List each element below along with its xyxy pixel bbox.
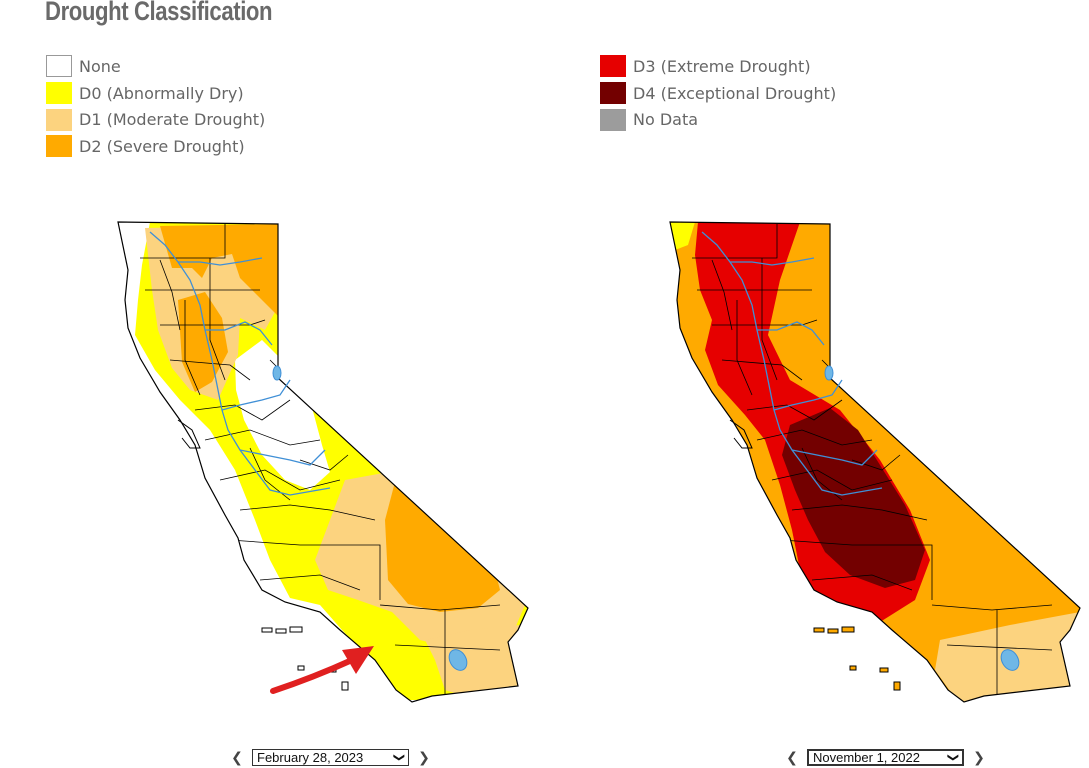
legend-item-no-data: No Data bbox=[600, 106, 836, 133]
chevron-down-icon: ❯ bbox=[392, 752, 405, 763]
d2-zone-sacramento bbox=[178, 292, 228, 392]
d1-zone-east bbox=[425, 625, 520, 698]
d2-swatch bbox=[46, 135, 72, 158]
chevron-right-icon[interactable]: ❯ bbox=[418, 749, 430, 766]
bay-outline bbox=[177, 419, 201, 449]
state-border bbox=[669, 221, 1081, 703]
d0-zone-north bbox=[670, 222, 695, 250]
date-control-left: ❮ February 28, 2023 ❯ ❯ bbox=[230, 749, 431, 766]
legend-label: D0 (Abnormally Dry) bbox=[79, 83, 244, 103]
legend-left: None D0 (Abnormally Dry) D1 (Moderate Dr… bbox=[46, 53, 265, 160]
drought-map-feb-2023 bbox=[117, 221, 529, 703]
date-select-left[interactable]: February 28, 2023 ❯ bbox=[252, 749, 409, 766]
date-control-right: ❮ November 1, 2022 ❯ ❯ bbox=[785, 749, 986, 766]
none-swatch bbox=[46, 55, 72, 78]
legend-label: D3 (Extreme Drought) bbox=[633, 56, 811, 76]
legend-right: D3 (Extreme Drought) D4 (Exceptional Dro… bbox=[600, 53, 836, 133]
page-title: Drought Classification bbox=[45, 0, 273, 26]
rivers bbox=[149, 231, 331, 496]
red-arrow-head bbox=[342, 646, 374, 674]
legend-label: D1 (Moderate Drought) bbox=[79, 110, 266, 130]
county-lines bbox=[140, 224, 501, 698]
d2-zone-north bbox=[160, 224, 280, 318]
no-data-swatch bbox=[600, 108, 626, 131]
lake-tahoe bbox=[824, 365, 834, 381]
d4-zone bbox=[782, 408, 925, 588]
d4-swatch bbox=[600, 82, 626, 105]
rivers bbox=[701, 231, 883, 496]
legend-item-d1: D1 (Moderate Drought) bbox=[46, 106, 265, 133]
legend-item-none: None bbox=[46, 53, 265, 80]
salton-sea bbox=[448, 649, 468, 671]
lake-tahoe bbox=[272, 365, 282, 381]
red-arrow-icon bbox=[270, 657, 355, 694]
legend-item-d3: D3 (Extreme Drought) bbox=[600, 53, 836, 80]
none-zone-north bbox=[118, 222, 150, 330]
chevron-down-icon: ❯ bbox=[946, 752, 959, 763]
d3-swatch bbox=[600, 55, 626, 78]
chevron-right-icon[interactable]: ❯ bbox=[973, 749, 985, 766]
state-border bbox=[117, 221, 529, 703]
date-select-value: February 28, 2023 bbox=[257, 750, 364, 765]
drought-map-nov-2022 bbox=[669, 221, 1081, 703]
county-lines bbox=[692, 224, 1053, 698]
date-select-right[interactable]: November 1, 2022 ❯ bbox=[807, 749, 964, 766]
none-zone-coast bbox=[196, 470, 355, 648]
legend-label: None bbox=[79, 56, 121, 76]
salton-sea bbox=[1000, 649, 1020, 671]
none-zone-central bbox=[235, 340, 330, 490]
chevron-left-icon[interactable]: ❮ bbox=[231, 749, 243, 766]
channel-islands bbox=[813, 626, 901, 691]
date-select-value: November 1, 2022 bbox=[813, 750, 920, 765]
d1-swatch bbox=[46, 108, 72, 131]
bay-outline bbox=[729, 419, 753, 449]
legend-label: No Data bbox=[633, 110, 699, 130]
legend-label: D2 (Severe Drought) bbox=[79, 136, 245, 156]
d2-zone-mojave bbox=[385, 482, 500, 612]
legend-label: D4 (Exceptional Drought) bbox=[633, 83, 837, 103]
legend-item-d2: D2 (Severe Drought) bbox=[46, 133, 265, 160]
d0-swatch bbox=[46, 82, 72, 105]
chevron-left-icon[interactable]: ❮ bbox=[786, 749, 798, 766]
legend-item-d4: D4 (Exceptional Drought) bbox=[600, 80, 836, 107]
legend-item-d0: D0 (Abnormally Dry) bbox=[46, 80, 265, 107]
